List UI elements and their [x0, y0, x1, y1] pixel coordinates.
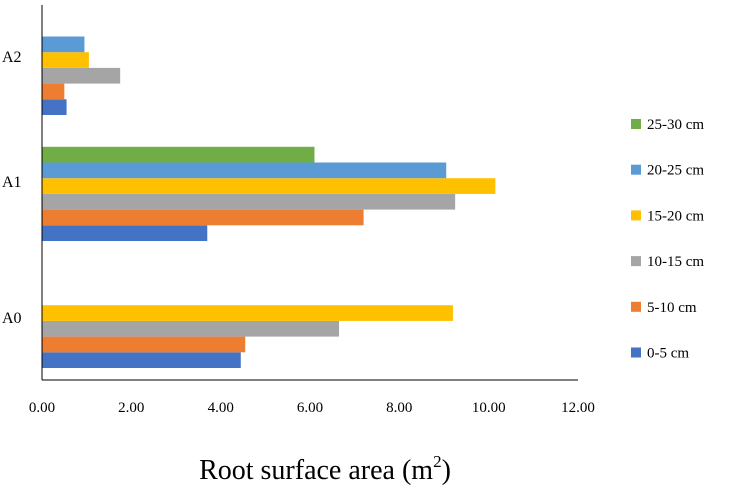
bar-a2-5-10cm [42, 83, 65, 100]
bar-a2-10-15cm [42, 67, 121, 84]
x-tick-label: 4.00 [208, 400, 234, 416]
legend-label-5-10cm: 5-10 cm [647, 300, 697, 316]
bar-a0-0-5cm [42, 352, 241, 368]
legend-swatch-15-20cm [631, 210, 641, 221]
x-tick-label: 0.00 [29, 400, 55, 416]
x-tick-labels: 0.00 2.00 4.00 6.00 8.00 10.00 12.00 [29, 400, 595, 416]
legend-swatch-25-30cm [631, 119, 641, 129]
legend-swatch-20-25cm [631, 164, 641, 175]
x-axis-title-superscript: 2 [433, 452, 442, 471]
bar-a1-0-5cm [42, 225, 208, 241]
category-label-a1: A1 [2, 174, 22, 191]
x-tick-label: 8.00 [386, 400, 412, 416]
legend-label-15-20cm: 15-20 cm [647, 208, 704, 224]
bar-a1-20-25cm [42, 162, 447, 179]
bar-a1-15-20cm [42, 178, 496, 194]
bar-a0-10-15cm [42, 320, 340, 337]
category-labels: A0 A1 A2 [2, 49, 22, 327]
legend-swatch-0-5cm [631, 347, 641, 358]
bar-a0-15-20cm [42, 305, 453, 321]
x-axis-title-main: Root surface area (m [199, 455, 433, 486]
category-label-a0: A0 [2, 310, 22, 327]
legend-swatch-10-15cm [631, 256, 641, 267]
bar-a0-5-10cm [42, 336, 246, 353]
bar-a1-5-10cm [42, 209, 364, 226]
x-axis-title: Root surface area (m2) [199, 452, 451, 486]
legend-label-0-5cm: 0-5 cm [647, 346, 689, 362]
x-tick-label: 10.00 [472, 400, 506, 416]
x-axis-title-suffix: ) [442, 455, 451, 486]
legend-label-20-25cm: 20-25 cm [647, 163, 704, 179]
bars-group [42, 36, 496, 368]
x-tick-label: 12.00 [561, 400, 595, 416]
bar-a2-20-25cm [42, 36, 85, 53]
bar-a1-10-15cm [42, 193, 456, 210]
x-tick-label: 2.00 [118, 400, 144, 416]
legend: 25-30 cm 20-25 cm 15-20 cm 10-15 cm 5-10 cm 0… [631, 117, 704, 362]
x-tick-label: 6.00 [297, 400, 323, 416]
legend-label-25-30cm: 25-30 cm [647, 117, 704, 133]
bar-a2-15-20cm [42, 52, 89, 68]
legend-swatch-5-10cm [631, 301, 641, 312]
bar-a2-0-5cm [42, 99, 67, 115]
bar-a1-25-30cm [42, 146, 315, 163]
category-label-a2: A2 [2, 49, 22, 66]
legend-label-10-15cm: 10-15 cm [647, 254, 704, 270]
